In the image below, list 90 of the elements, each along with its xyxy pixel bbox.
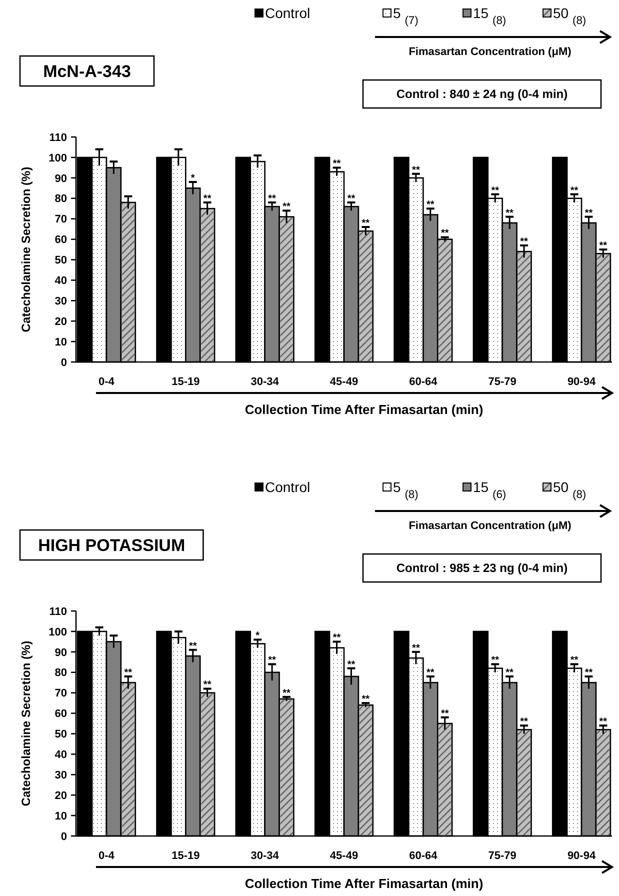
data-label: ** bbox=[347, 659, 356, 670]
data-label: ** bbox=[599, 716, 608, 728]
data-label: ** bbox=[332, 632, 341, 644]
x-tick-label: 30-34 bbox=[250, 376, 280, 388]
y-tick-label: 60 bbox=[54, 234, 67, 246]
data-label: ** bbox=[347, 193, 356, 204]
x-tick-label: 75-79 bbox=[488, 376, 516, 388]
y-tick-label: 20 bbox=[54, 316, 67, 328]
y-tick-label: 50 bbox=[54, 254, 67, 267]
data-label: ** bbox=[570, 185, 578, 196]
data-label: ** bbox=[362, 218, 370, 229]
y-tick-label: 10 bbox=[54, 810, 67, 822]
data-label: ** bbox=[506, 667, 514, 678]
data-label: ** bbox=[124, 667, 132, 678]
data-label: ** bbox=[268, 193, 276, 204]
legend-label: Control bbox=[265, 479, 310, 495]
y-tick-label: 50 bbox=[54, 728, 67, 741]
x-axis-title: Collection Time After Fimasartan (min) bbox=[244, 402, 484, 417]
legend-label: Control bbox=[265, 5, 310, 21]
x-tick-label: 15-19 bbox=[172, 850, 200, 862]
y-tick-label: 100 bbox=[48, 626, 67, 638]
x-axis-title: Collection Time After Fimasartan (min) bbox=[244, 876, 484, 891]
data-label: ** bbox=[506, 208, 514, 219]
legend-label: 15 $_{(8)}$ bbox=[473, 5, 506, 27]
y-tick-label: 90 bbox=[54, 646, 67, 659]
text: Control : 840 ± 24 ng (0-4 min) bbox=[396, 87, 568, 101]
y-tick-label: 20 bbox=[54, 790, 67, 802]
y-axis-title: Catecholamine Secretion (%) bbox=[19, 640, 33, 806]
x-tick-label: 60-64 bbox=[409, 850, 438, 862]
legend-label: 50 $_{(8)}$ bbox=[553, 5, 586, 27]
legend-label: 50 $_{(8)}$ bbox=[553, 479, 586, 501]
legend-title: Fimasartan Concentration (μM) bbox=[408, 520, 572, 532]
chart-title: McN-A-343 bbox=[43, 62, 131, 81]
data-label: ** bbox=[426, 667, 434, 678]
y-tick-label: 0 bbox=[60, 830, 67, 843]
data-label: ** bbox=[491, 185, 500, 196]
legend-label: 15 $_{(6)}$ bbox=[473, 479, 506, 501]
data-label: ** bbox=[412, 642, 420, 654]
legend-label: 5 $_{(7)}$ bbox=[393, 5, 419, 27]
data-label: ** bbox=[520, 236, 528, 248]
y-tick-label: 30 bbox=[54, 295, 67, 308]
data-label: ** bbox=[203, 193, 212, 204]
y-tick-label: 0 bbox=[60, 356, 67, 369]
chart-title: HIGH POTASSIUM bbox=[38, 536, 186, 555]
x-tick-label: 90-94 bbox=[567, 850, 596, 862]
data-label: ** bbox=[584, 208, 593, 219]
data-label: ** bbox=[584, 667, 593, 678]
data-label: ** bbox=[440, 228, 449, 240]
data-label: * bbox=[190, 173, 195, 184]
y-tick-label: 80 bbox=[54, 193, 67, 206]
data-label: ** bbox=[440, 708, 449, 720]
data-label: ** bbox=[332, 158, 341, 170]
x-tick-label: 0-4 bbox=[98, 850, 116, 862]
y-tick-label: 70 bbox=[54, 688, 67, 700]
y-tick-label: 40 bbox=[54, 275, 67, 288]
data-label: ** bbox=[282, 688, 290, 699]
data-label: ** bbox=[188, 640, 197, 652]
x-tick-label: 75-79 bbox=[488, 850, 516, 862]
legend-label: 5 $_{(8)}$ bbox=[393, 479, 419, 501]
y-tick-label: 110 bbox=[49, 132, 67, 144]
y-tick-label: 70 bbox=[54, 214, 67, 226]
x-tick-label: 45-49 bbox=[330, 850, 358, 862]
data-label: ** bbox=[203, 680, 212, 691]
data-label: ** bbox=[282, 202, 290, 213]
data-label: ** bbox=[599, 240, 608, 252]
y-tick-label: 40 bbox=[54, 749, 67, 762]
y-tick-label: 80 bbox=[54, 667, 67, 680]
data-label: ** bbox=[268, 655, 276, 666]
y-tick-label: 10 bbox=[54, 336, 67, 348]
text: Control : 985 ± 23 ng (0-4 min) bbox=[396, 561, 568, 575]
data-label: ** bbox=[362, 694, 370, 706]
y-tick-label: 30 bbox=[54, 769, 67, 782]
x-tick-label: 15-19 bbox=[172, 376, 200, 388]
data-label: ** bbox=[412, 164, 420, 176]
data-label: ** bbox=[491, 655, 500, 666]
x-tick-label: 30-34 bbox=[250, 850, 280, 862]
data-label: * bbox=[256, 630, 260, 642]
data-label: ** bbox=[426, 200, 434, 211]
x-tick-label: 90-94 bbox=[567, 376, 596, 388]
y-tick-label: 90 bbox=[54, 172, 67, 185]
legend-title: Fimasartan Concentration (μM) bbox=[408, 46, 572, 58]
x-tick-label: 60-64 bbox=[409, 376, 438, 388]
x-tick-label: 0-4 bbox=[98, 376, 116, 388]
y-tick-label: 100 bbox=[48, 152, 67, 164]
y-tick-label: 110 bbox=[49, 606, 67, 618]
x-tick-label: 45-49 bbox=[330, 376, 358, 388]
y-axis-title: Catecholamine Secretion (%) bbox=[19, 166, 33, 332]
y-tick-label: 60 bbox=[54, 708, 67, 720]
data-label: ** bbox=[570, 655, 578, 666]
data-label: ** bbox=[520, 716, 528, 728]
